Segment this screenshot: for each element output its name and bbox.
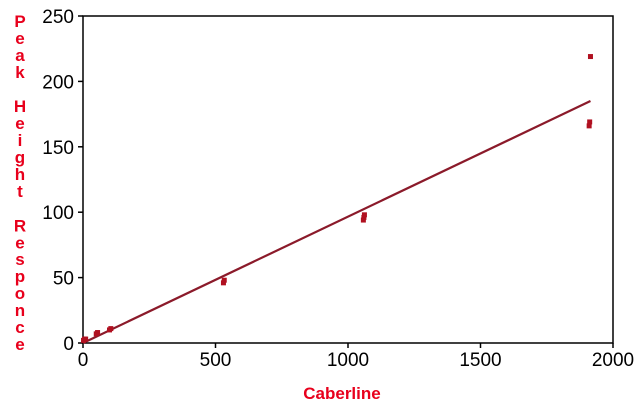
data-point — [83, 336, 89, 342]
y-tick-label: 100 — [42, 203, 74, 224]
y-tick-label: 50 — [53, 269, 74, 290]
data-point — [220, 280, 226, 286]
y-axis-title-letter: g — [15, 148, 25, 167]
fit-line-layer — [82, 100, 591, 344]
y-axis-title-letter: e — [15, 114, 24, 133]
x-tick-label: 500 — [200, 350, 232, 371]
y-axis-title-letter: k — [15, 63, 25, 82]
plot-frame — [82, 15, 614, 344]
y-tick-label: 200 — [42, 72, 74, 93]
y-axis-title-letter: t — [17, 182, 23, 201]
y-tick-label: 250 — [42, 7, 74, 28]
y-axis-title-letter: i — [18, 131, 23, 150]
y-axis-title-letter: e — [15, 335, 24, 354]
y-axis-title-letter: H — [14, 97, 26, 116]
data-point — [586, 123, 592, 129]
y-axis-title-letter: P — [14, 12, 25, 31]
data-points — [81, 54, 593, 343]
y-axis-ticks: 0 50 100 150 200 250 — [42, 7, 83, 355]
x-tick-label: 2000 — [592, 350, 634, 371]
y-axis-title-letter: a — [15, 46, 25, 65]
y-axis-title-letter: h — [15, 165, 25, 184]
y-axis-title-letter: c — [15, 318, 24, 337]
y-axis-title-letter: e — [15, 29, 24, 48]
data-point — [95, 330, 101, 336]
data-point — [361, 212, 367, 218]
data-point — [108, 326, 114, 332]
fit-line — [82, 100, 591, 344]
y-axis-title-letter: R — [14, 216, 26, 235]
y-tick-label: 150 — [42, 138, 74, 159]
x-tick-label: 1000 — [327, 350, 369, 371]
y-axis-title-letter: e — [15, 233, 24, 252]
data-point — [587, 54, 593, 60]
x-tick-label: 0 — [78, 350, 89, 371]
y-axis-title-letter: s — [15, 250, 24, 269]
y-axis-title-letter: o — [15, 284, 25, 303]
x-axis-ticks: 0 500 1000 1500 2000 — [78, 343, 634, 371]
y-axis-title-letter: p — [15, 267, 25, 286]
data-point — [360, 217, 366, 223]
x-tick-label: 1500 — [459, 350, 501, 371]
y-axis-title-letter: n — [15, 301, 25, 320]
data-point — [361, 214, 367, 220]
data-point — [587, 119, 593, 125]
data-point — [221, 277, 227, 283]
y-tick-label: 0 — [63, 334, 74, 355]
x-axis-title: Caberline — [303, 384, 380, 403]
